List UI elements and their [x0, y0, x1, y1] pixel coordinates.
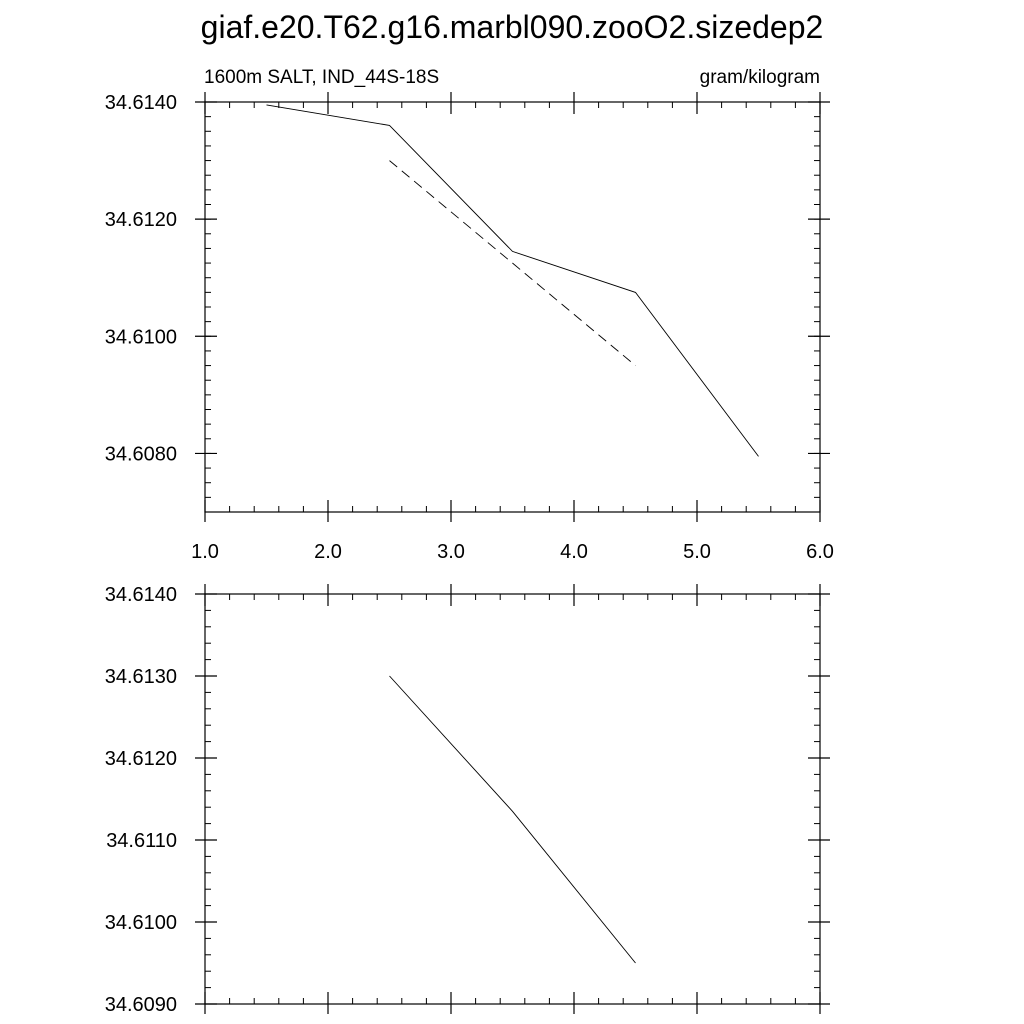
y-tick-label: 34.6080 — [105, 443, 177, 465]
panel-top-left-label: 1600m SALT, IND_44S-18S — [204, 67, 439, 88]
x-tick-label: 5.0 — [683, 541, 711, 563]
figure-title: giaf.e20.T62.g16.marbl090.zooO2.sizedep2 — [201, 9, 824, 45]
plot-frame — [204, 593, 821, 1005]
y-tick-label: 34.6140 — [105, 584, 177, 606]
y-tick-label: 34.6120 — [105, 748, 177, 770]
panel-top: 34.6080 34.6100 34.6120 34.6140 1.0 2.0 3.0 4.0… — [105, 92, 834, 563]
x-tick-label: 3.0 — [437, 541, 465, 563]
panel-top-units-label: gram/kilogram — [700, 67, 820, 88]
y-tick-label: 34.6090 — [105, 994, 177, 1016]
y-tick-label: 34.6120 — [105, 209, 177, 231]
x-tick-label: 6.0 — [806, 541, 834, 563]
x-tick-label: 2.0 — [314, 541, 342, 563]
series-line-solid — [389, 675, 636, 964]
y-tick-label: 34.6100 — [105, 326, 177, 348]
x-tick-label: 4.0 — [560, 541, 588, 563]
y-tick-label: 34.6140 — [105, 92, 177, 114]
series-line-dashed — [389, 160, 636, 366]
series-line-solid — [266, 104, 759, 457]
y-tick-label: 34.6130 — [105, 666, 177, 688]
panel-bottom: 34.6090 34.6100 34.6110 34.6120 34.6130 34.61… — [105, 584, 830, 1016]
y-tick-label: 34.6100 — [105, 912, 177, 934]
y-tick-label: 34.6110 — [106, 830, 177, 852]
x-tick-label: 1.0 — [191, 541, 219, 563]
plot-frame — [204, 101, 821, 513]
